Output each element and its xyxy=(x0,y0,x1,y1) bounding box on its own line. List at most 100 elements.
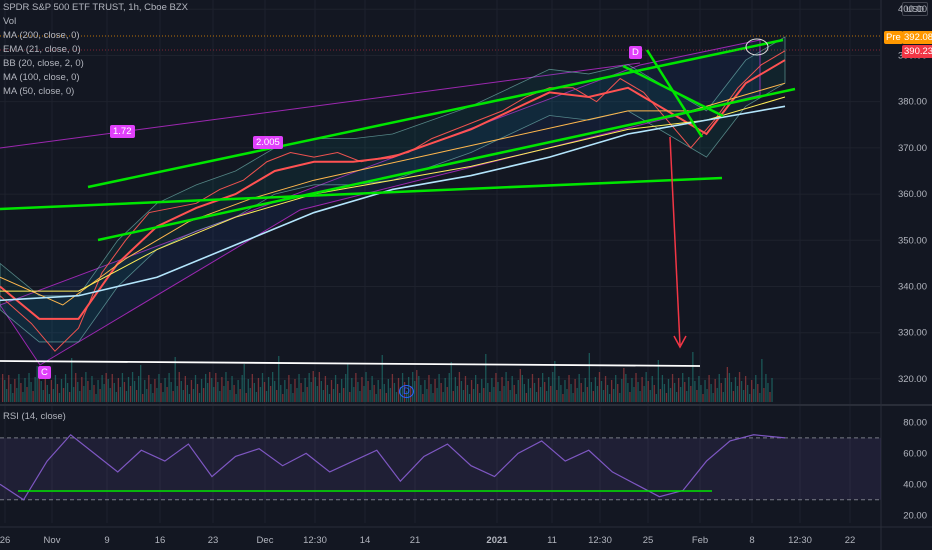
volume-bar xyxy=(142,394,144,402)
volume-bar xyxy=(302,392,304,402)
volume-bar xyxy=(468,394,471,402)
pre-market-label: Pre xyxy=(884,31,903,44)
volume-bar xyxy=(300,383,302,402)
volume-bar xyxy=(531,374,534,402)
volume-bar xyxy=(460,381,463,402)
volume-bar xyxy=(747,385,749,402)
volume-bar xyxy=(503,386,505,402)
volume-bar xyxy=(225,372,227,402)
volume-bar xyxy=(493,387,495,402)
currency-label[interactable]: USD xyxy=(902,2,928,16)
rsi-tick-label: 40.00 xyxy=(903,479,927,490)
volume-bar xyxy=(381,355,383,402)
volume-bar xyxy=(464,376,467,402)
volume-bar xyxy=(527,379,530,402)
volume-bar xyxy=(714,379,716,402)
volume-bar xyxy=(164,378,166,402)
volume-bar xyxy=(95,394,97,402)
volume-bar xyxy=(198,393,201,402)
volume-bar xyxy=(617,384,619,402)
volume-bar xyxy=(759,393,761,402)
volume-bar xyxy=(259,387,262,402)
volume-bar xyxy=(278,356,280,402)
volume-bar xyxy=(606,385,609,402)
volume-bar xyxy=(387,379,389,402)
volume-bar xyxy=(215,373,217,402)
volume-bar xyxy=(239,389,241,402)
volume-bar xyxy=(444,378,446,402)
volume-bar xyxy=(328,394,331,402)
volume-bar xyxy=(659,389,662,402)
volume-bar xyxy=(688,377,690,402)
volume-bar xyxy=(669,388,672,402)
price-tick-label: 350.00 xyxy=(898,235,927,246)
volume-bar xyxy=(32,391,34,402)
price-tick-label: 400.00 xyxy=(898,4,927,15)
volume-bar xyxy=(121,373,124,402)
volume-bar xyxy=(290,384,292,402)
volume-bar xyxy=(367,381,369,402)
volume-bar xyxy=(633,387,635,402)
volume-bar xyxy=(345,374,347,402)
volume-bar xyxy=(180,381,182,402)
volume-bar xyxy=(64,374,67,402)
trendline xyxy=(0,176,723,211)
volume-bar xyxy=(740,381,743,402)
volume-bar xyxy=(598,372,601,402)
volume-bar xyxy=(52,389,55,402)
volume-bar xyxy=(657,360,659,402)
volume-bar xyxy=(336,384,339,402)
volume-bar xyxy=(34,377,36,402)
volume-bar xyxy=(30,382,32,402)
volume-bar xyxy=(324,376,327,402)
volume-bar xyxy=(105,373,107,402)
volume-bar xyxy=(213,387,215,402)
volume-bar xyxy=(103,384,105,402)
volume-bar xyxy=(430,384,432,402)
volume-bar xyxy=(572,393,574,402)
volume-bar xyxy=(414,381,416,402)
volume-bar xyxy=(115,392,117,402)
volume-bar xyxy=(627,383,629,402)
ma200-line xyxy=(0,105,786,302)
volume-bar xyxy=(71,358,73,402)
volume-bar xyxy=(765,374,767,402)
symbol-title: SPDR S&P 500 ETF TRUST, 1h, Cboe BZX xyxy=(3,2,188,13)
volume-bar xyxy=(361,377,363,402)
volume-bar xyxy=(395,392,398,402)
volume-bar xyxy=(306,387,308,402)
volume-bar xyxy=(255,392,258,402)
time-tick-label: 26 xyxy=(0,535,10,546)
volume-bar xyxy=(87,381,89,402)
volume-bar xyxy=(761,359,763,402)
pre-market-price: 392.08 xyxy=(902,31,932,44)
time-tick-label: 16 xyxy=(155,535,166,546)
volume-bar xyxy=(314,377,316,402)
volume-bar xyxy=(351,378,353,402)
volume-bar xyxy=(144,380,146,402)
volume-bar xyxy=(257,378,260,402)
ma50-line xyxy=(0,82,786,306)
volume-bar xyxy=(537,378,540,402)
volume-bar xyxy=(712,393,714,402)
volume-bar xyxy=(117,378,120,402)
volume-bar xyxy=(684,382,686,402)
volume-bar xyxy=(237,380,239,402)
volume-bar xyxy=(261,373,264,402)
ema21-legend: EMA (21, close, 0) xyxy=(3,44,81,55)
volume-bar xyxy=(174,357,176,402)
volume-bar xyxy=(418,376,420,402)
volume-bar xyxy=(665,393,668,402)
time-tick-label: 11 xyxy=(547,535,557,546)
volume-bar xyxy=(653,385,655,402)
ma100-line xyxy=(0,96,786,292)
ema21-line xyxy=(0,59,786,320)
volume-bar xyxy=(724,378,726,402)
volume-bar xyxy=(322,390,325,402)
dividend-icon[interactable]: D xyxy=(399,385,414,398)
volume-bar xyxy=(637,382,639,402)
volume-bar xyxy=(229,390,231,402)
volume-bar xyxy=(767,383,769,402)
volume-bar xyxy=(276,390,278,402)
